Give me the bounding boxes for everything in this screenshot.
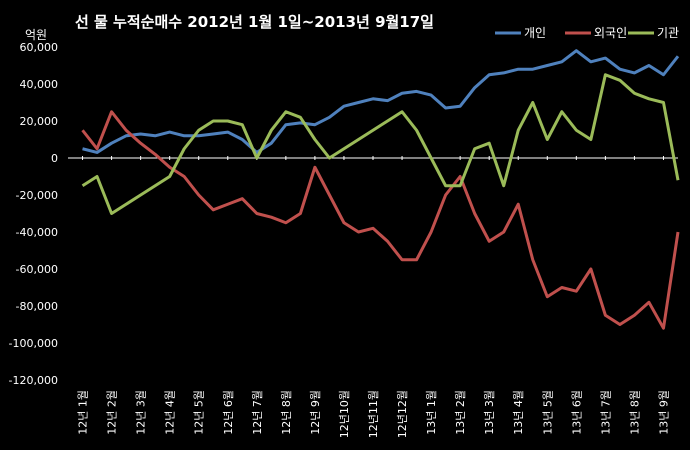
x-tick-label: 12년 6월 [222,390,235,435]
y-tick-label: -20,000 [16,189,58,202]
x-tick-label: 12년 1월 [77,390,90,435]
series-line-2 [81,73,680,215]
x-tick-label: 12년 2월 [106,390,119,435]
x-axis-ticks: 12년 1월 12년 2월 12년 3월 12년 4월 12년 5월 12년 6월 12년 … [77,156,670,438]
x-tick-label: 12년 3월 [135,390,148,435]
x-tick-label: 12년11월 [367,390,380,438]
y-tick-label: 0 [51,152,58,165]
y-tick-label: 40,000 [20,78,59,91]
y-tick-label: 60,000 [20,41,59,54]
y-axis-ticks: 60,000 40,000 20,000 0 -20,000 -40,000 -60,000… [9,41,58,387]
x-tick-label: 13년 4월 [512,390,525,435]
x-tick-label: 12년 9월 [309,390,322,435]
y-tick-label: -80,000 [16,300,58,313]
x-tick-label: 13년 6월 [570,390,583,435]
x-tick-label: 13년 7월 [599,390,612,435]
x-tick-label: 13년 1월 [425,390,438,435]
series-line-1 [81,110,680,330]
y-tick-label: 20,000 [20,115,59,128]
y-tick-label: -100,000 [9,337,58,350]
x-tick-label: 12년 8월 [280,390,293,435]
y-tick-label: -40,000 [16,226,58,239]
series-lines [81,49,680,330]
x-tick-label: 13년 5월 [541,390,554,435]
x-tick-label: 13년 9월 [657,390,670,435]
y-tick-label: -60,000 [16,263,58,276]
x-tick-label: 12년 5월 [193,390,206,435]
legend-label-2: 기관 [657,26,679,40]
x-tick-label: 13년 3월 [483,390,496,435]
legend-label-1: 외국인 [594,26,627,40]
series-line-0 [82,49,680,154]
legend: 개인 외국인 기관 [495,26,679,40]
x-tick-label: 12년10월 [338,390,351,438]
x-tick-label: 13년 2월 [454,390,467,435]
legend-label-0: 개인 [524,26,546,40]
y-tick-label: -120,000 [9,374,58,387]
chart-title: 선 물 누적순매수 2012년 1월 1일~2013년 9월17일 [75,13,434,31]
x-tick-label: 13년 8월 [628,390,641,435]
x-tick-label: 12년12월 [396,390,409,438]
x-tick-label: 12년 4월 [164,390,177,435]
y-axis-unit: 억원 [25,28,47,42]
x-tick-label: 12년 7월 [251,390,264,435]
